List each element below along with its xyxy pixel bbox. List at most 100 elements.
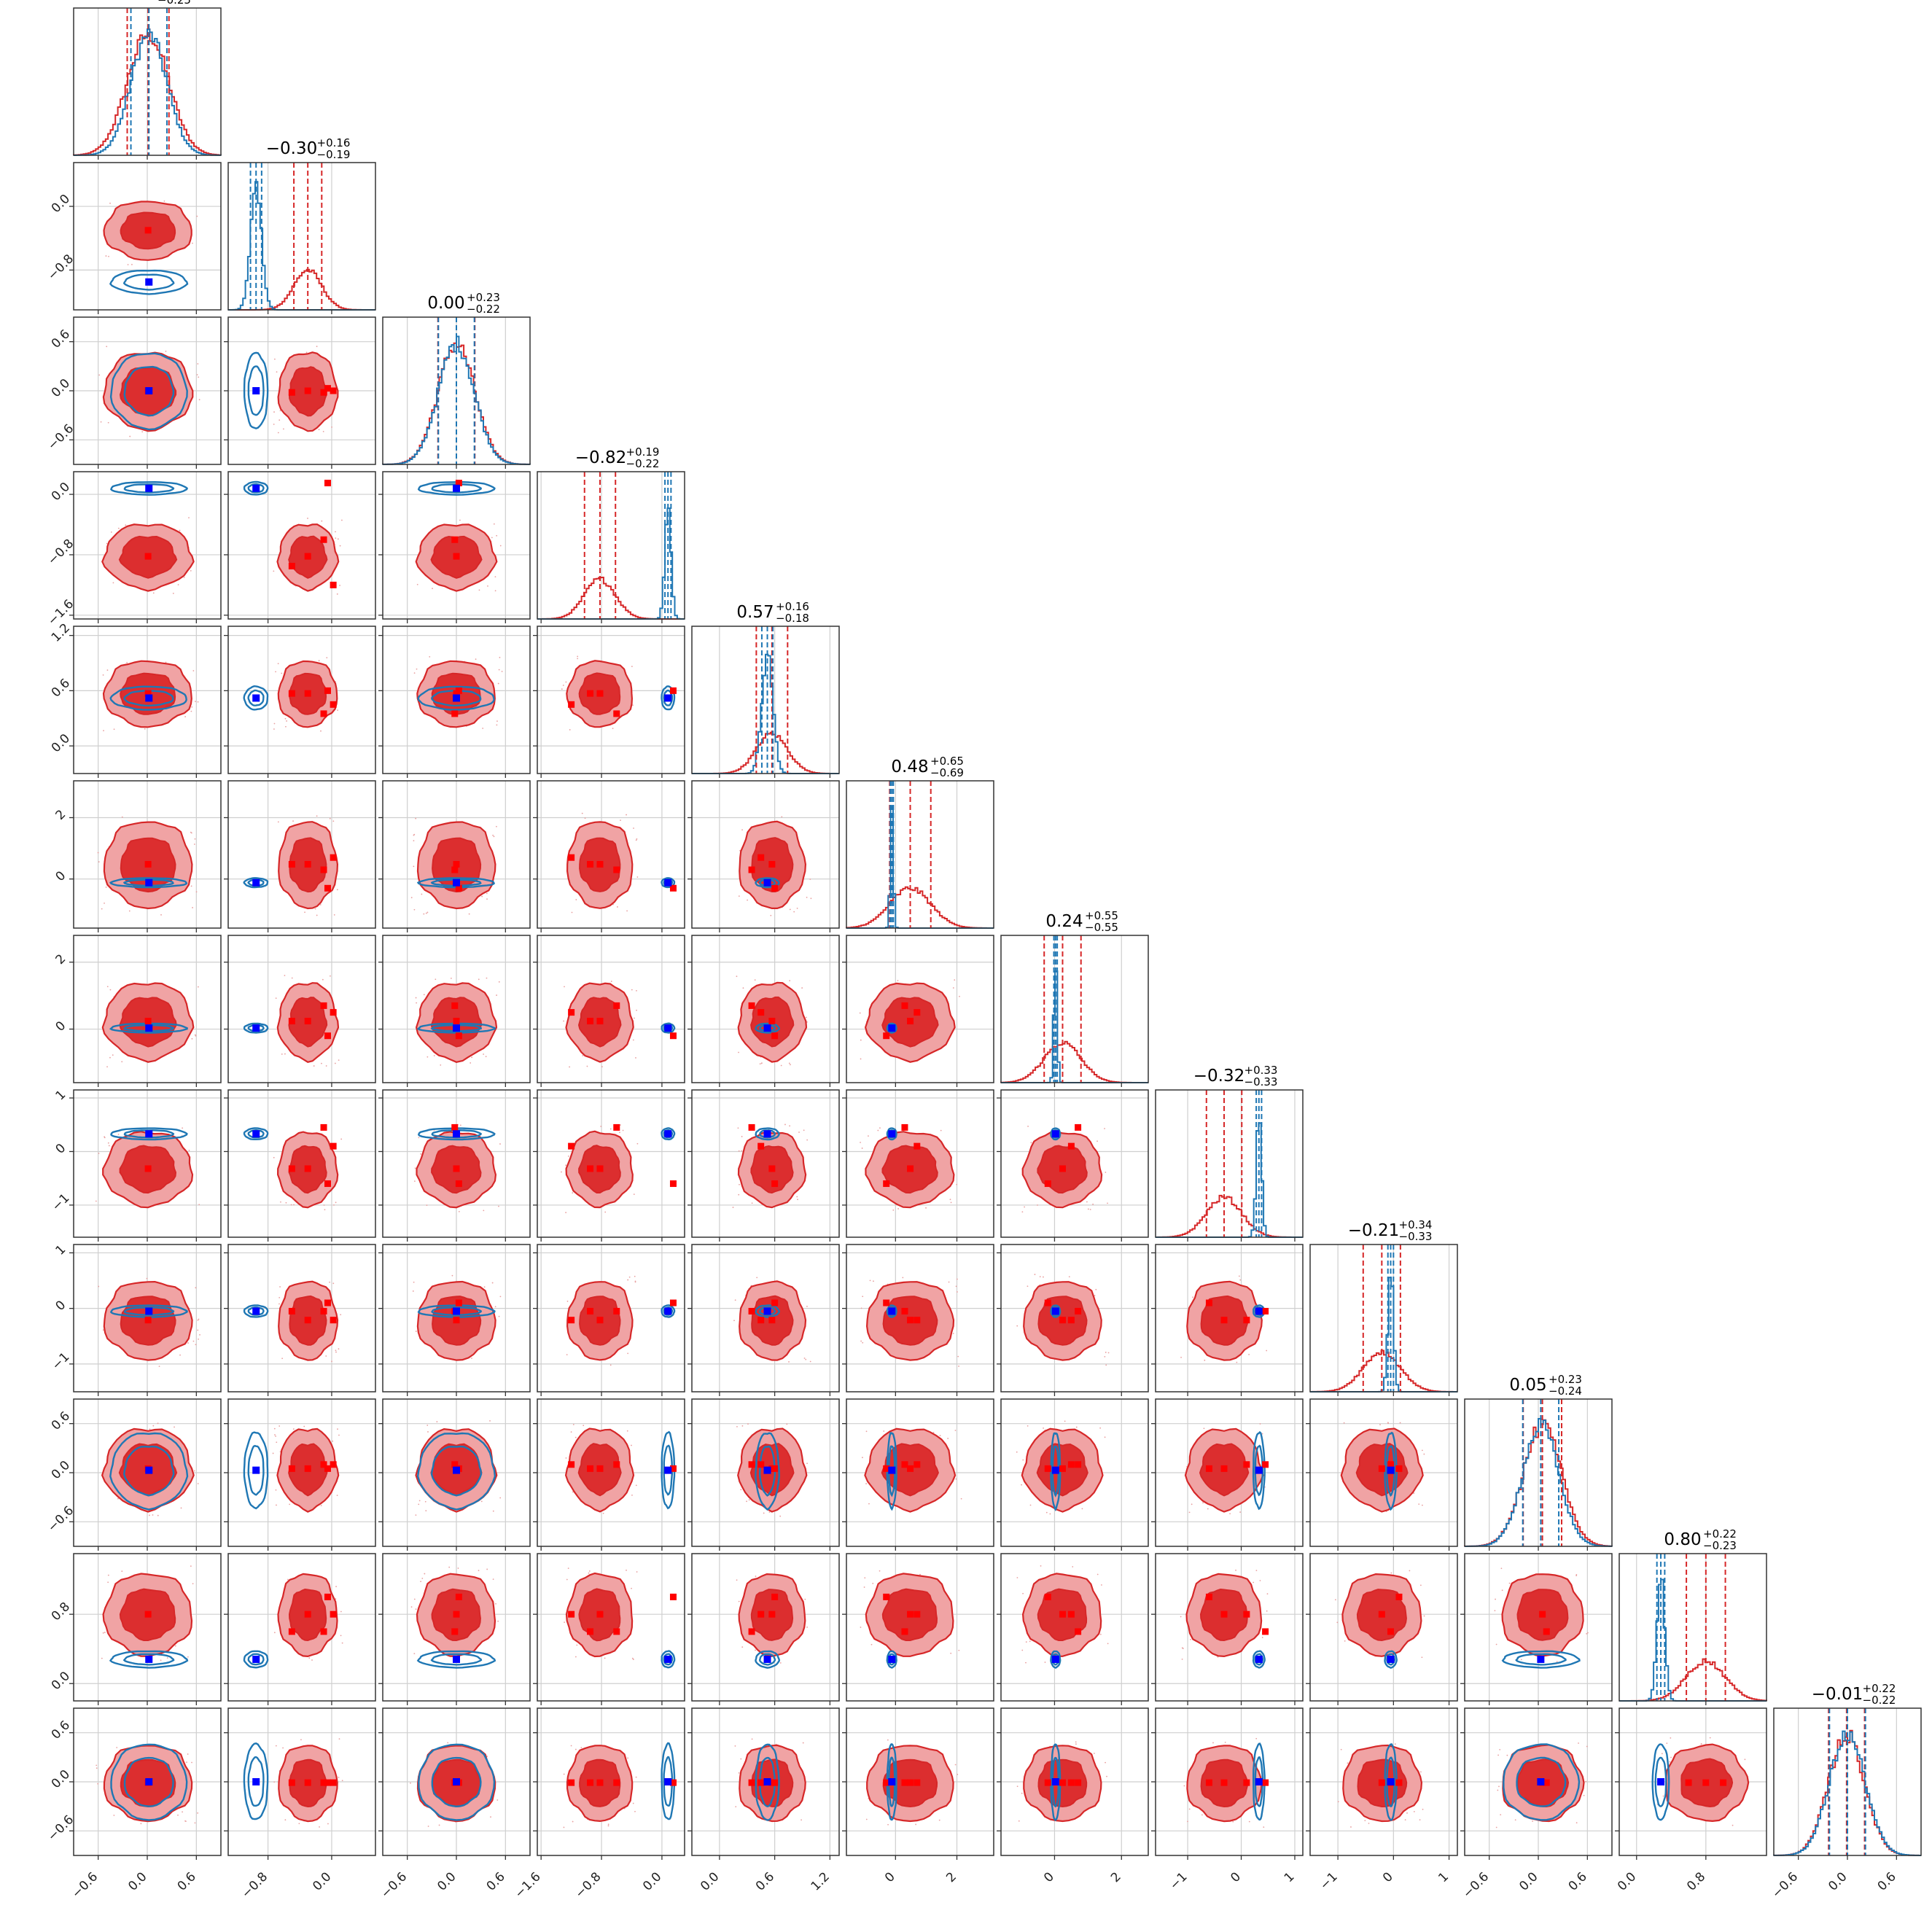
- sample-point: [740, 1758, 742, 1760]
- sample-point: [1075, 1743, 1077, 1745]
- panel-plot-area: [383, 1554, 530, 1701]
- sample-point: [779, 1515, 782, 1517]
- sample-point: [103, 730, 104, 732]
- sample-point: [569, 1066, 571, 1068]
- blue-contour-outer: [243, 1127, 269, 1140]
- blue-contour-inner: [430, 1024, 482, 1032]
- red-marker: [587, 1165, 594, 1172]
- sample-point: [1016, 1451, 1018, 1453]
- scatter-panel-11-10: [1460, 1553, 1613, 1705]
- blue-contour-inner: [663, 1653, 674, 1666]
- blue-contour-outer: [243, 1742, 269, 1820]
- panel-frame: [691, 626, 840, 774]
- blue-contour-inner: [247, 1653, 265, 1666]
- sample-point: [607, 1825, 609, 1827]
- x-tick-label: 0: [1041, 1869, 1057, 1885]
- title-median: 0.01: [118, 0, 155, 4]
- red-marker: [330, 1461, 337, 1468]
- red-marker: [324, 1032, 331, 1040]
- sample-point: [607, 1823, 609, 1826]
- panel-frame: [846, 1553, 994, 1702]
- blue-contour-outer: [416, 1650, 496, 1669]
- red-marker: [1067, 1461, 1075, 1468]
- sample-point: [1259, 1423, 1261, 1425]
- red-marker: [1059, 1165, 1066, 1172]
- sample-point: [492, 1510, 494, 1512]
- sample-point: [320, 730, 322, 732]
- sample-point: [609, 1364, 612, 1366]
- sample-point: [335, 1586, 337, 1588]
- blue-contour-inner: [758, 1445, 776, 1497]
- blue-contour-outer: [1253, 1742, 1266, 1821]
- sample-point: [195, 1344, 197, 1346]
- red-marker: [304, 1779, 311, 1786]
- blue-contour-outer: [1050, 1127, 1062, 1141]
- scatter-panel-6-1: 02: [53, 780, 222, 932]
- sample-point: [322, 431, 324, 432]
- sample-point: [129, 435, 131, 437]
- sample-point: [338, 1777, 340, 1778]
- panel-frame: [1309, 1553, 1458, 1702]
- sample-point: [620, 819, 621, 821]
- blue-contour-outer: [110, 480, 189, 496]
- blue-contour-outer: [109, 352, 188, 431]
- red-marker: [748, 1779, 755, 1786]
- sample-point: [561, 688, 563, 690]
- sample-point: [1021, 1484, 1023, 1486]
- red-marker: [1539, 1610, 1546, 1618]
- red-marker: [1075, 1307, 1082, 1314]
- sample-point: [192, 670, 195, 671]
- x-tick-label: 0: [1380, 1869, 1396, 1885]
- panel-plot-area: [537, 1244, 685, 1392]
- red-marker: [455, 884, 462, 892]
- sample-point: [562, 685, 564, 686]
- sample-point: [1016, 1577, 1018, 1578]
- sample-point: [1212, 1742, 1214, 1744]
- red-marker: [288, 1018, 295, 1025]
- blue-marker: [252, 1778, 260, 1785]
- sample-point: [339, 545, 341, 547]
- sample-point: [420, 1153, 422, 1155]
- sample-point: [1263, 1826, 1265, 1828]
- sample-point: [738, 1193, 740, 1196]
- sample-point: [1556, 1661, 1558, 1663]
- blue-contour-outer: [1651, 1743, 1670, 1821]
- sample-point: [635, 1776, 637, 1778]
- blue-marker: [453, 484, 460, 492]
- sample-point: [1021, 1211, 1024, 1213]
- sample-point: [163, 200, 165, 202]
- scatter-panel-12-2: −0.8 0.0: [224, 1707, 376, 1901]
- blue-marker: [888, 1655, 896, 1663]
- panel-frame: [537, 626, 685, 774]
- sample-point: [197, 363, 199, 365]
- blue-marker: [1657, 1778, 1665, 1785]
- sample-point: [803, 1358, 806, 1359]
- red-marker: [596, 1165, 604, 1172]
- scatter-panel-12-8: −1 0 1: [1151, 1707, 1304, 1893]
- sample-point: [789, 908, 791, 911]
- sample-point: [121, 816, 123, 818]
- sample-point: [868, 1135, 869, 1137]
- scatter-panel-8-6: [842, 1089, 994, 1242]
- sample-point: [101, 1657, 103, 1659]
- x-tick-label: 0.0: [435, 1869, 459, 1893]
- sample-point: [1669, 1761, 1671, 1763]
- sample-point: [450, 978, 452, 979]
- sample-point: [958, 1366, 959, 1367]
- sample-point: [600, 1126, 602, 1127]
- sample-point: [1094, 1295, 1096, 1296]
- red-histogram: [846, 886, 994, 929]
- sample-point: [424, 1573, 426, 1575]
- sample-point: [199, 1333, 200, 1336]
- blue-contour-outer: [417, 1304, 496, 1318]
- sample-point: [109, 989, 112, 991]
- panel-plot-area: [383, 1399, 530, 1546]
- sample-point: [1022, 1592, 1024, 1594]
- sample-point: [337, 538, 339, 540]
- red-marker: [596, 1779, 604, 1786]
- sample-point: [957, 1355, 959, 1358]
- sample-point: [286, 720, 288, 722]
- sample-point: [339, 585, 340, 586]
- scatter-panel-5-1: 0.00.61.2: [49, 620, 222, 778]
- scatter-panel-11-7: [997, 1553, 1149, 1705]
